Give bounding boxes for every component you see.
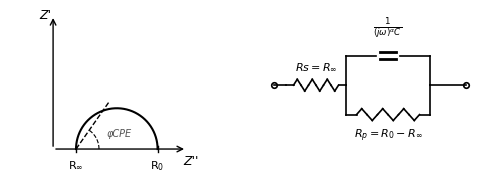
- Text: Z': Z': [40, 9, 52, 22]
- Text: Z'': Z'': [183, 155, 198, 168]
- Text: φCPE: φCPE: [107, 129, 132, 139]
- Text: R$_0$: R$_0$: [150, 159, 164, 173]
- Text: $\frac{1}{(j\omega)^\alpha C}$: $\frac{1}{(j\omega)^\alpha C}$: [374, 17, 402, 41]
- Text: R$_\infty$: R$_\infty$: [68, 159, 84, 171]
- Text: $Rs = R_\infty$: $Rs = R_\infty$: [294, 61, 338, 73]
- Text: $R_p = R_0 - R_\infty$: $R_p = R_0 - R_\infty$: [354, 127, 422, 144]
